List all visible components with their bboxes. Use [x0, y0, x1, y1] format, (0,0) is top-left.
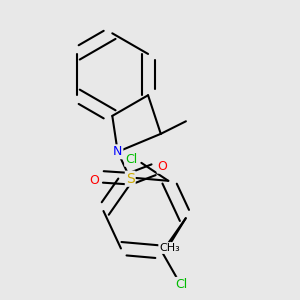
Text: N: N — [113, 145, 122, 158]
Text: CH₃: CH₃ — [159, 243, 180, 253]
Text: S: S — [126, 172, 135, 186]
Text: Cl: Cl — [125, 153, 137, 166]
Text: O: O — [158, 160, 167, 173]
Text: Cl: Cl — [176, 278, 188, 291]
Text: O: O — [89, 174, 99, 187]
